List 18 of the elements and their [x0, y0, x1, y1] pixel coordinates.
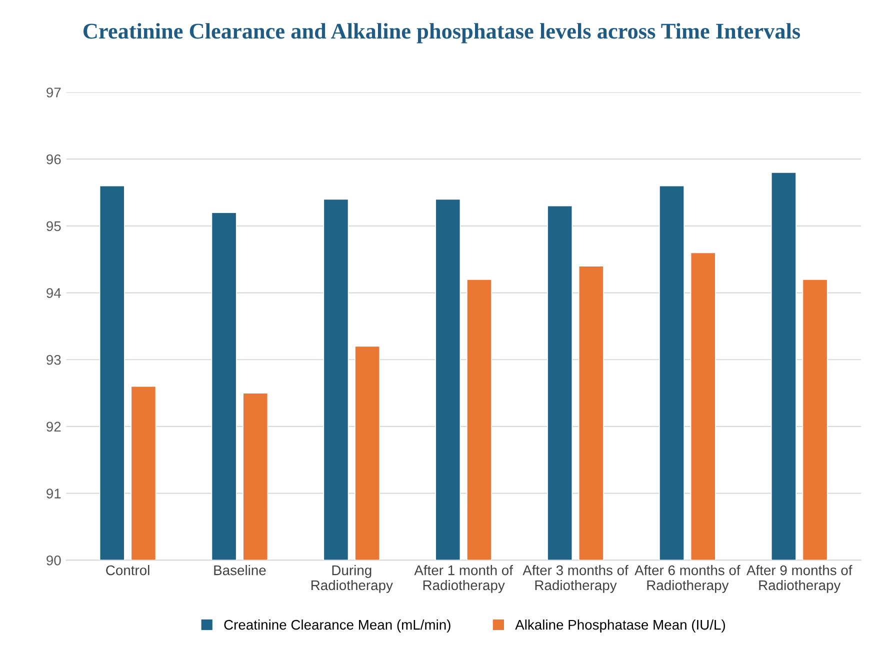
- x-tick-label: After 3 months of Radiotherapy: [522, 565, 628, 593]
- y-tick-label: 90: [46, 555, 61, 566]
- chart-title: Creatinine Clearance and Alkaline phosphatase levels across Time Intervals: [83, 23, 800, 44]
- x-tick-label: During Radiotherapy: [311, 565, 393, 593]
- x-tick-label: Control: [106, 565, 150, 576]
- x-tick-label: After 6 months of Radiotherapy: [634, 565, 740, 593]
- y-tick-label: 95: [46, 221, 61, 232]
- y-tick-label: 94: [46, 288, 61, 298]
- x-tick-label: After 9 months of Radiotherapy: [746, 565, 852, 593]
- legend-label: Creatinine Clearance Mean (mL/min): [224, 620, 450, 632]
- x-tick-label: After 1 month of Radiotherapy: [414, 565, 514, 593]
- y-tick-label: 92: [46, 422, 61, 432]
- y-tick-label: 93: [46, 354, 61, 365]
- legend-label: Alkaline Phosphatase Mean (IU/L): [515, 620, 726, 632]
- y-tick-label: 91: [46, 488, 61, 498]
- x-tick-label: Baseline: [214, 565, 266, 576]
- y-tick-label: 97: [46, 88, 61, 98]
- y-tick-label: 96: [46, 154, 61, 164]
